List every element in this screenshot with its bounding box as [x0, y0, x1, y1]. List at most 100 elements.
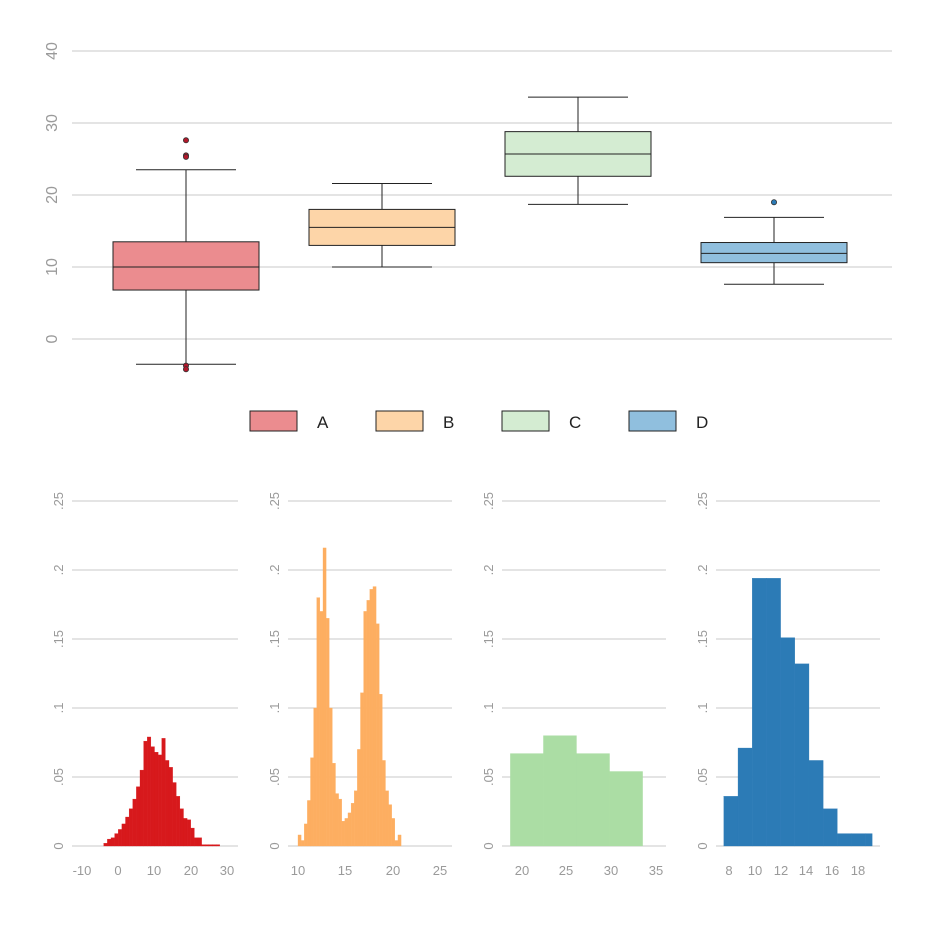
x-tick-label: 20 — [515, 863, 529, 878]
y-tick-label: .1 — [481, 703, 496, 714]
x-tick-label: 14 — [799, 863, 813, 878]
histogram-bar — [147, 736, 152, 847]
legend-swatch — [501, 410, 550, 432]
x-tick-label: 25 — [433, 863, 447, 878]
histogram-bar — [510, 753, 544, 847]
x-tick-label: 10 — [291, 863, 305, 878]
histogram-panel-A: 0 .05 .1 .15 .2 .25 -10 0 10 20 30 — [51, 492, 238, 878]
histogram-bar — [136, 786, 141, 847]
legend-item-C: C — [501, 410, 581, 432]
histogram-bar — [543, 735, 577, 847]
histogram-bar — [161, 738, 166, 847]
histogram-bar — [394, 840, 399, 847]
histogram-bar — [335, 793, 339, 847]
y-tick-label: .25 — [267, 492, 282, 510]
histogram-bar — [338, 798, 342, 847]
box-series-B — [308, 182, 456, 268]
histogram-bar — [310, 757, 314, 847]
histogram-bar — [157, 754, 162, 847]
histogram-bar — [369, 589, 374, 847]
iqr-box — [112, 241, 260, 291]
histogram-bar — [609, 771, 643, 847]
histogram-bar — [125, 816, 130, 847]
histogram-bar — [300, 840, 305, 847]
y-tick-label: .1 — [267, 703, 282, 714]
y-tick-label: 0 — [51, 842, 66, 849]
histogram-panel-B: 0 .05 .1 .15 .2 .25 10 15 20 25 — [267, 492, 452, 878]
histogram-panel-D: 0 .05 .1 .15 .2 .25 8 10 12 14 16 18 — [695, 492, 880, 878]
y-tick-label: .05 — [481, 768, 496, 786]
y-tick-label: .05 — [267, 768, 282, 786]
x-tick-label: 20 — [386, 863, 400, 878]
box-series-C — [504, 96, 652, 205]
y-tick-label: .25 — [51, 492, 66, 510]
histogram-bar — [154, 752, 159, 847]
histogram-panels: 0 .05 .1 .15 .2 .25 -10 0 10 20 30 0 .05 .1 .15 .2 .25 10… — [51, 492, 880, 878]
y-tick-label: 0 — [481, 842, 496, 849]
histogram-bar — [780, 637, 795, 847]
histogram-bar — [297, 834, 302, 847]
legend-label: C — [569, 413, 581, 432]
histogram-bar — [851, 833, 866, 847]
histogram-bar — [823, 808, 838, 847]
y-tick-label: .2 — [481, 565, 496, 576]
y-tick-label: 0 — [267, 842, 282, 849]
y-tick-label: 40 — [44, 42, 61, 60]
histogram-bar — [341, 821, 346, 847]
outlier-point — [182, 366, 189, 373]
histogram-bar — [357, 749, 361, 847]
x-tick-label: 12 — [774, 863, 788, 878]
histogram-bar — [737, 747, 753, 847]
legend-swatch — [628, 410, 677, 432]
x-tick-label: 0 — [114, 863, 121, 878]
histogram-bar — [316, 597, 321, 847]
histogram-bar — [319, 611, 324, 847]
histogram-bar — [375, 623, 380, 847]
histogram-bar — [360, 692, 364, 847]
histogram-bar — [179, 808, 184, 847]
histogram-bar — [865, 833, 873, 847]
x-tick-label: 30 — [604, 863, 618, 878]
histogram-bar — [183, 818, 188, 847]
outlier-point — [182, 153, 189, 160]
histogram-bar — [344, 818, 349, 847]
histogram-bar — [363, 611, 367, 847]
y-tick-label: .05 — [51, 768, 66, 786]
x-tick-label: 20 — [184, 863, 198, 878]
histogram-bar — [168, 767, 173, 847]
histogram-bar — [322, 547, 327, 847]
histogram-bar — [325, 618, 330, 847]
legend-label: D — [696, 413, 708, 432]
legend-item-A: A — [249, 410, 329, 432]
histogram-bar — [132, 798, 137, 847]
histogram-bar — [186, 819, 191, 847]
y-tick-label: 30 — [44, 114, 61, 132]
histogram-bar — [372, 586, 377, 847]
x-tick-label: 8 — [725, 863, 732, 878]
y-tick-label: .15 — [51, 630, 66, 648]
histogram-bar — [110, 837, 115, 847]
x-tick-label: 15 — [338, 863, 352, 878]
histogram-bar — [212, 844, 217, 847]
histogram-bar — [208, 844, 213, 847]
x-tick-label: 16 — [825, 863, 839, 878]
x-tick-label: 30 — [220, 863, 234, 878]
histogram-bar — [808, 760, 824, 847]
histogram-panel-C: 0 .05 .1 .15 .2 .25 20 25 30 35 — [481, 492, 666, 878]
histogram-bar — [794, 663, 810, 847]
histogram-bar — [103, 843, 108, 847]
histogram-bar — [114, 833, 119, 847]
legend-label: A — [317, 413, 329, 432]
x-tick-label: 25 — [559, 863, 573, 878]
histogram-bar — [332, 763, 336, 847]
box-series-D — [700, 199, 848, 285]
box-plot-panel: 0 10 20 30 40 — [44, 42, 892, 373]
y-tick-label: .15 — [695, 630, 710, 648]
histogram-bar — [121, 823, 126, 847]
histogram-bar — [350, 803, 355, 847]
histogram-bar — [176, 796, 181, 847]
histogram-bar — [379, 694, 383, 847]
y-tick-label: .2 — [267, 565, 282, 576]
box-series-A — [112, 137, 260, 373]
